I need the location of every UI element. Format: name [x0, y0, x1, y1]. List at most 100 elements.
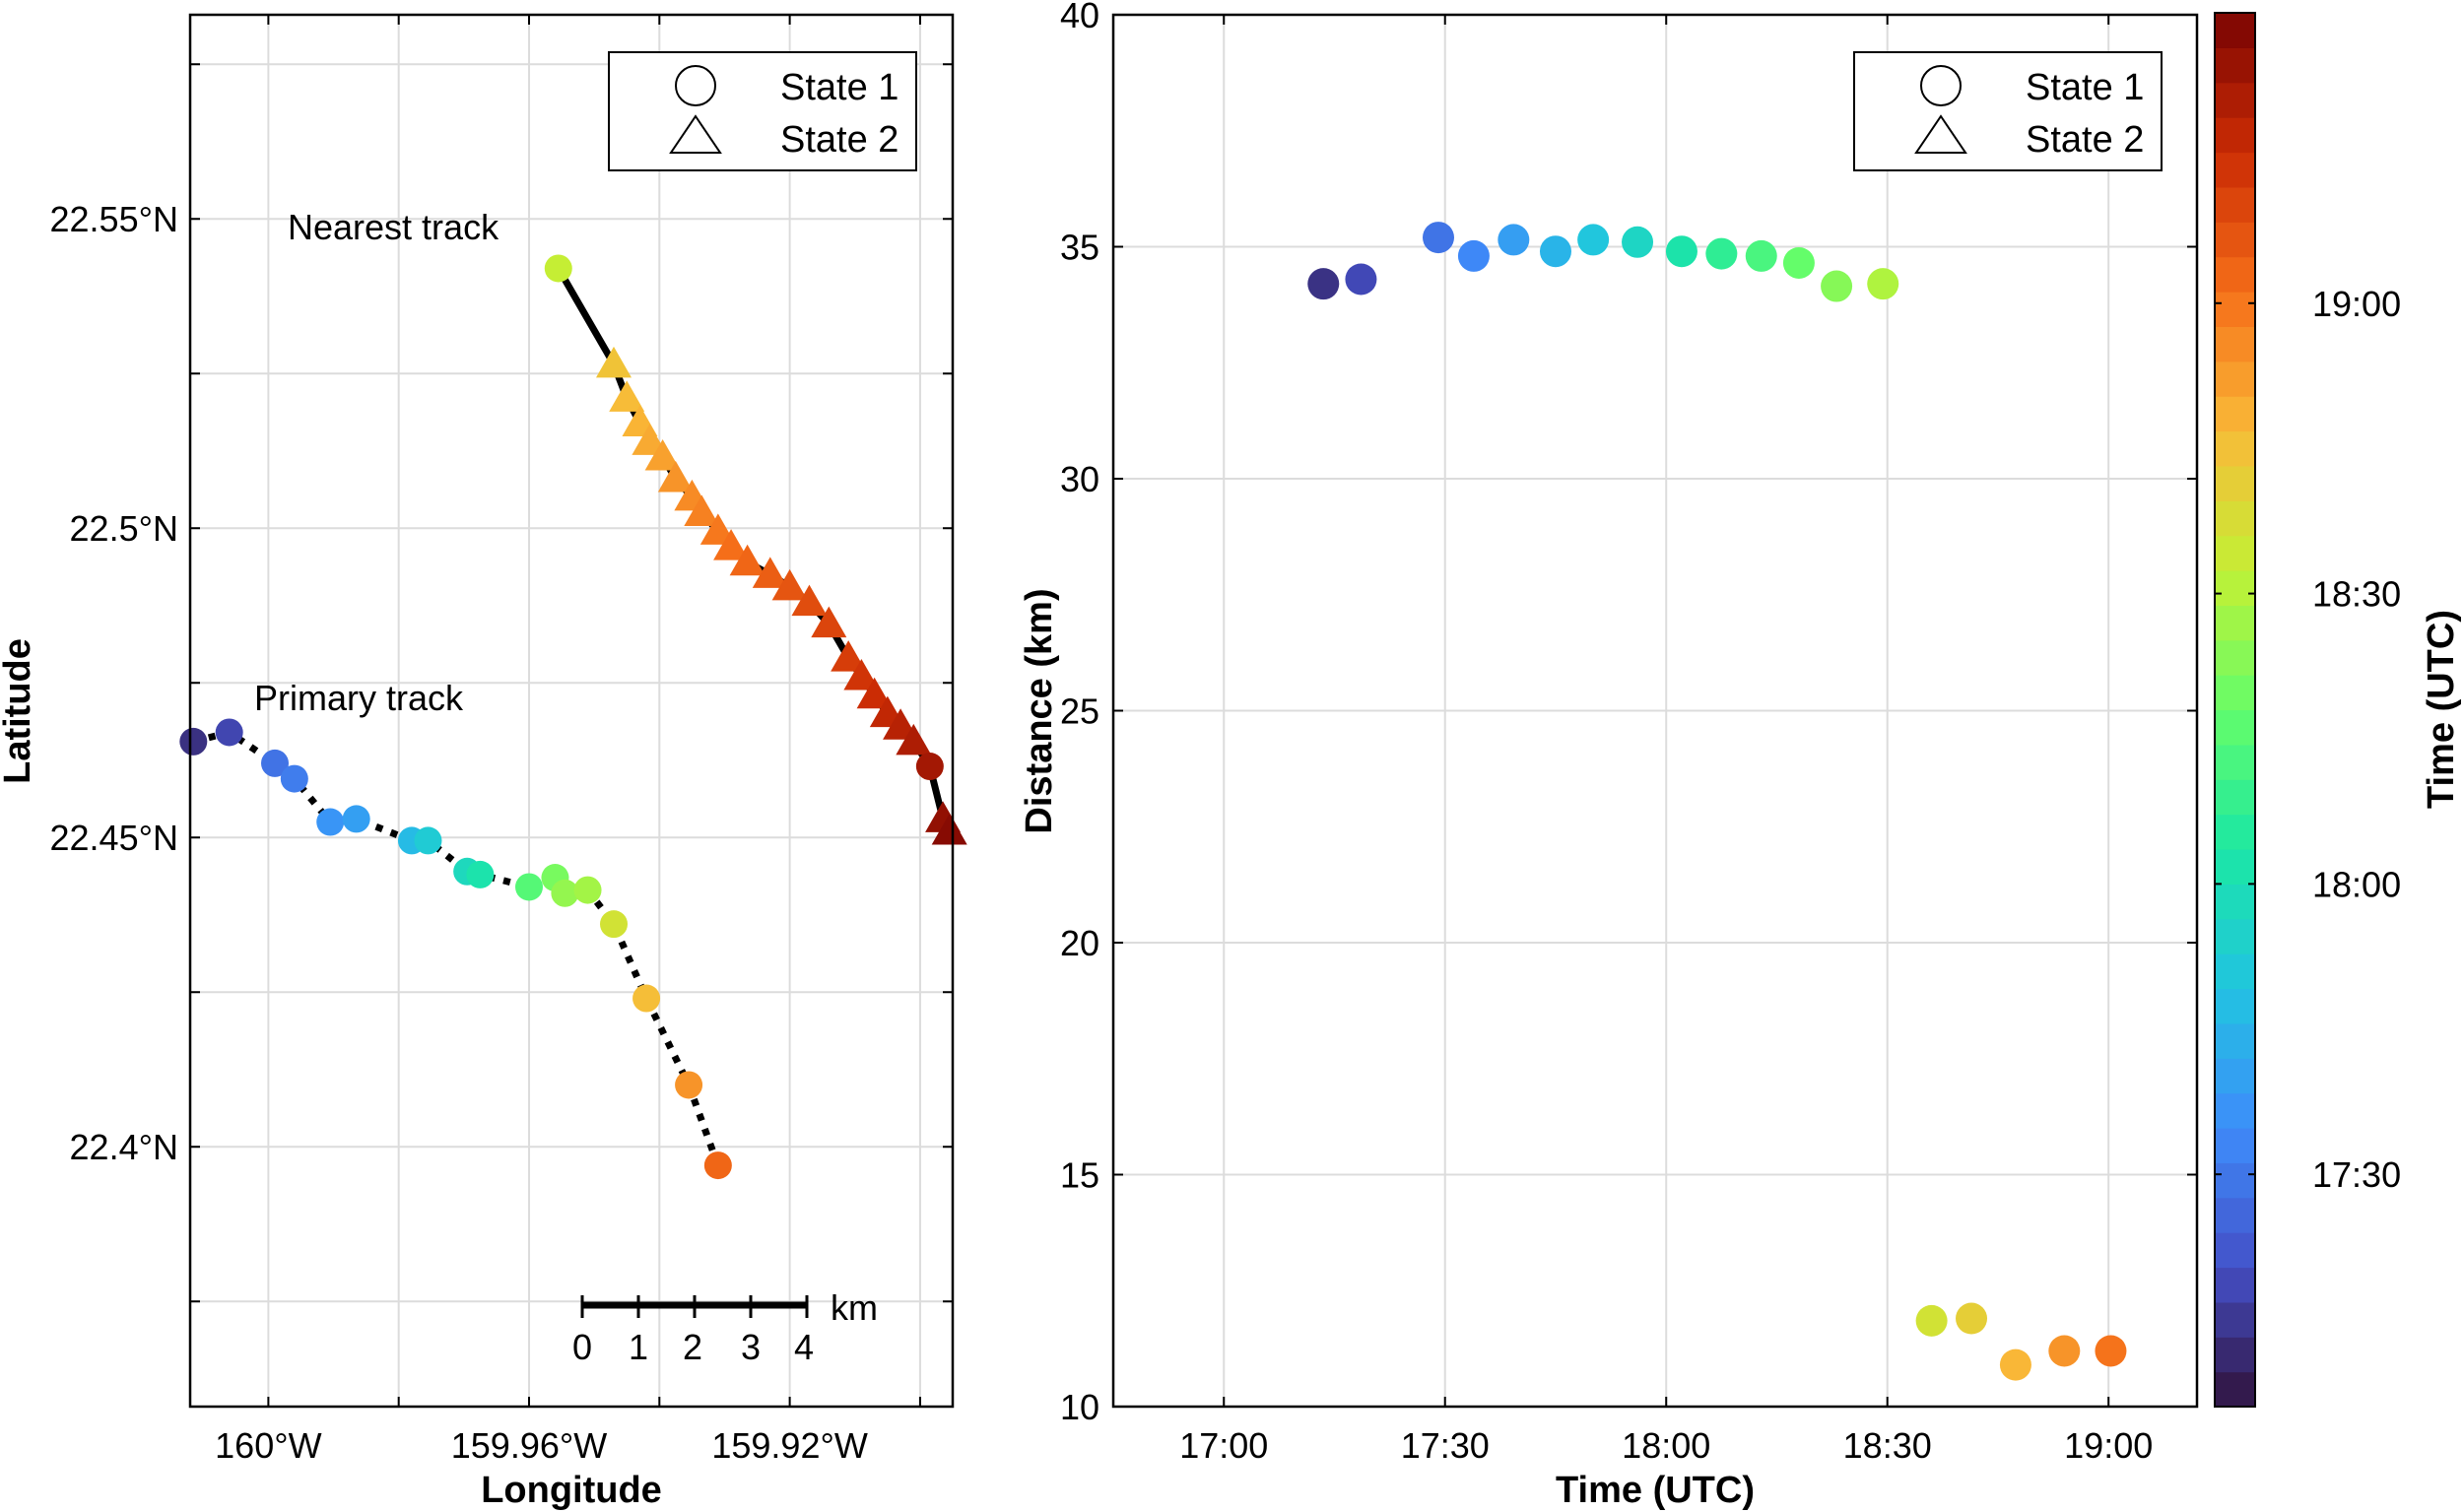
map-legend-circle-icon [675, 65, 716, 106]
map-ylabel: Latitude [0, 638, 38, 784]
map-legend-state-2: State 2 [780, 119, 899, 161]
distance-point [1999, 1348, 2031, 1381]
map-xlabel: Longitude [481, 1470, 662, 1511]
colorbar-cell [2215, 1371, 2255, 1408]
map-legend: State 1 State 2 [608, 51, 917, 171]
map-legend-box [608, 51, 917, 171]
colorbar-cell [2215, 500, 2255, 537]
map-ytick-label: 22.5°N [70, 508, 178, 549]
track-triangle-marker [856, 677, 893, 709]
track-circle-marker [215, 718, 243, 747]
distance-xtick-label: 19:00 [2064, 1425, 2153, 1466]
colorbar-cell [2215, 814, 2255, 850]
distance-ytick-label: 15 [1060, 1155, 1099, 1196]
distance-ytick-label: 35 [1060, 228, 1099, 268]
distance-panel: 17:00 17:30 18:00 18:30 19:0010152025303540 … [1019, 0, 2199, 1511]
distance-xtick-label: 18:30 [1843, 1425, 1932, 1466]
colorbar: 17:30 18:00 18:30 19:00 Time (UTC) [2214, 12, 2462, 1408]
distance-point [1423, 222, 1454, 254]
track-triangle-marker [771, 568, 808, 601]
distance-legend-circle-icon [1920, 65, 1962, 106]
map-xtick-label: 160°W [215, 1425, 321, 1466]
distance-xlabel: Time (UTC) [1556, 1470, 1755, 1511]
colorbar-tick-label: 19:00 [2312, 284, 2401, 324]
track-triangle-marker [896, 723, 932, 756]
distance-legend-state-1: State 1 [2026, 67, 2144, 108]
distance-legend-box [1853, 51, 2163, 171]
track-triangle-marker [931, 813, 967, 845]
colorbar-cell [2215, 779, 2255, 816]
track-circle-marker [261, 749, 289, 777]
track-triangle-marker [831, 640, 867, 672]
colorbar-cell [2215, 570, 2255, 606]
colorbar-cell [2215, 47, 2255, 84]
distance-point [1577, 224, 1610, 256]
map-ytick-label: 22.55°N [50, 199, 178, 239]
colorbar-cell [2215, 849, 2255, 885]
colorbar-cell [2215, 675, 2255, 711]
distance-point [1457, 239, 1490, 272]
colorbar-label: Time (UTC) [2421, 610, 2462, 809]
map-xtick-label: 159.96°W [451, 1425, 608, 1466]
colorbar-cell [2215, 1301, 2255, 1338]
track-triangle-marker [729, 544, 766, 576]
scale-bar-label-2: 2 [683, 1327, 702, 1367]
track-triangle-marker [811, 606, 847, 638]
distance-ytick-label: 10 [1060, 1387, 1099, 1427]
colorbar-cell [2215, 186, 2255, 223]
track-triangle-marker [843, 658, 880, 690]
track-circle-marker [551, 879, 579, 907]
colorbar-cell [2215, 82, 2255, 118]
distance-ytick-label: 40 [1060, 0, 1099, 35]
distance-point [2095, 1335, 2127, 1367]
track-triangle-marker [657, 461, 694, 493]
colorbar-cell [2215, 152, 2255, 188]
annotation-primary-track: Primary track [254, 678, 464, 718]
track-circle-marker [342, 805, 370, 833]
colorbar-cell [2215, 1162, 2255, 1199]
track-circle-marker [515, 873, 543, 901]
colorbar-cell [2215, 639, 2255, 676]
distance-ytick-label: 25 [1060, 691, 1099, 732]
colorbar-cell [2215, 884, 2255, 920]
colorbar-cell [2215, 256, 2255, 293]
map-axes-background [190, 15, 953, 1407]
distance-point [1782, 246, 1815, 279]
distance-xtick-label: 18:00 [1622, 1425, 1710, 1466]
colorbar-cell [2215, 1267, 2255, 1303]
distance-point [1745, 239, 1777, 272]
colorbar-cell [2215, 361, 2255, 397]
track-triangle-marker [684, 494, 720, 527]
distance-point [1705, 237, 1738, 270]
distance-point [1622, 226, 1654, 258]
colorbar-cell [2215, 13, 2255, 48]
track-circle-marker [915, 753, 944, 781]
scale-bar: 0 1 2 3 4 km [572, 1287, 878, 1367]
map-ytick-label: 22.4°N [70, 1127, 178, 1167]
map-xtick-label: 159.92°W [711, 1425, 868, 1466]
colorbar-cell [2215, 117, 2255, 154]
distance-point [1345, 263, 1377, 296]
scale-bar-unit: km [831, 1287, 878, 1328]
distance-legend-state-2: State 2 [2026, 119, 2144, 161]
colorbar-cell [2215, 396, 2255, 432]
track-triangle-marker [609, 380, 645, 412]
track-circle-marker [414, 826, 442, 855]
distance-point [1867, 268, 1899, 300]
map-grid [190, 15, 953, 1407]
map-axes-frame [188, 13, 955, 1409]
annotation-nearest-track: Nearest track [288, 207, 499, 247]
track-triangle-marker [644, 439, 681, 471]
colorbar-tick-label: 17:30 [2312, 1154, 2401, 1195]
colorbar-cell [2215, 326, 2255, 362]
scale-bar-label-1: 1 [629, 1327, 648, 1367]
colorbar-cell [2215, 709, 2255, 746]
colorbar-cell [2215, 744, 2255, 780]
colorbar-cell [2215, 605, 2255, 641]
colorbar-cells [2215, 13, 2255, 1408]
distance-point [1915, 1304, 1948, 1337]
distance-ylabel: Distance (km) [1019, 588, 1060, 833]
colorbar-tick-label: 18:00 [2312, 864, 2401, 904]
distance-point [1539, 235, 1571, 268]
